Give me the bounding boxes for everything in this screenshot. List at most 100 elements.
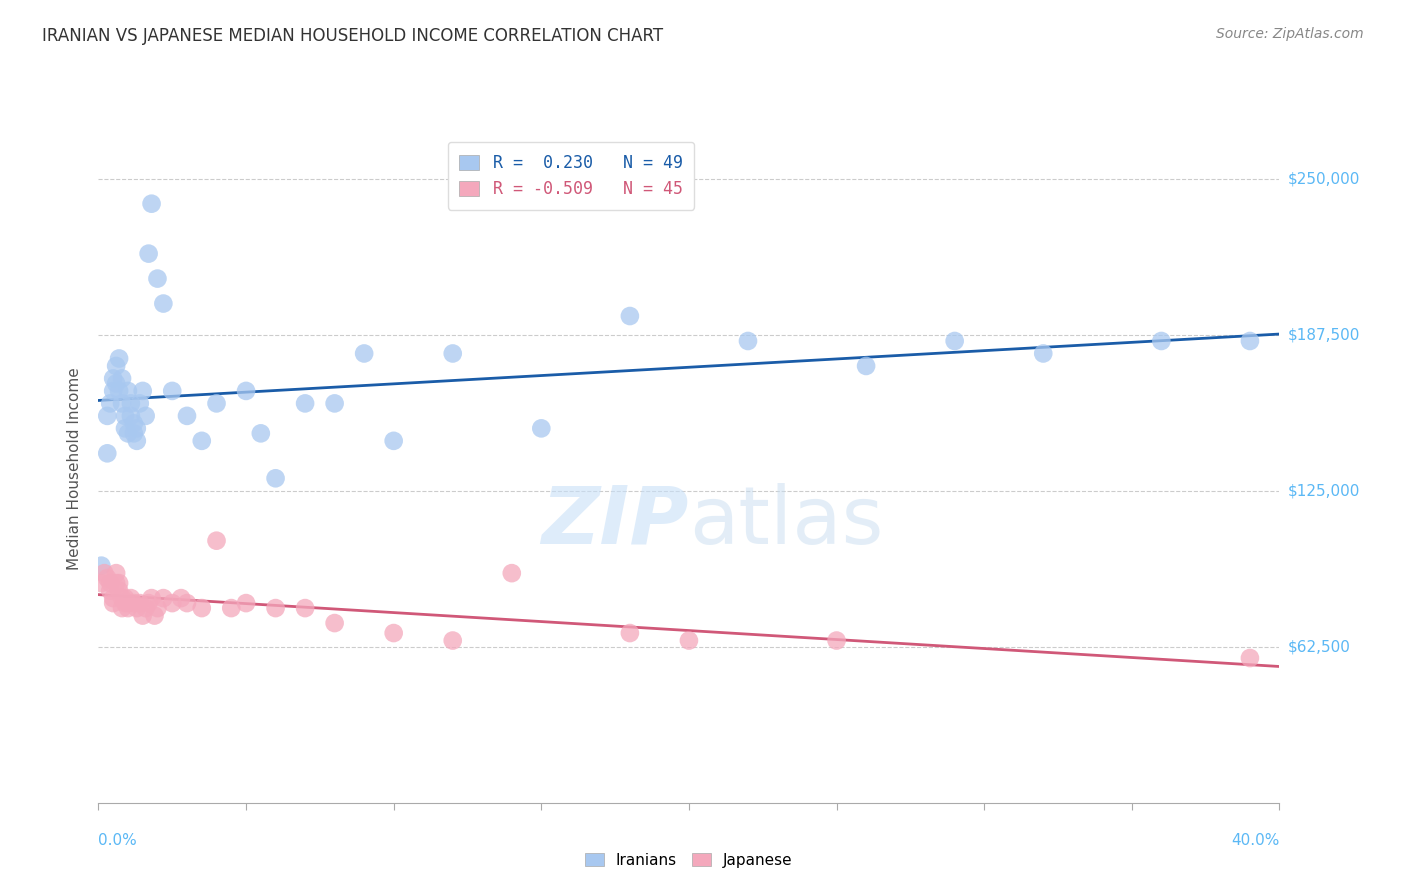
Point — [111, 371, 134, 385]
Point — [120, 396, 142, 410]
Point — [162, 596, 183, 610]
Point — [111, 591, 134, 606]
Point — [111, 396, 134, 410]
Point — [105, 376, 128, 391]
Point — [141, 196, 163, 211]
Point — [111, 601, 134, 615]
Point — [141, 591, 163, 606]
Point — [98, 396, 121, 410]
Point — [103, 384, 125, 398]
Point — [323, 616, 346, 631]
Point — [93, 566, 115, 581]
Y-axis label: Median Household Income: Median Household Income — [67, 367, 83, 570]
Text: IRANIAN VS JAPANESE MEDIAN HOUSEHOLD INCOME CORRELATION CHART: IRANIAN VS JAPANESE MEDIAN HOUSEHOLD INC… — [42, 27, 664, 45]
Point — [176, 409, 198, 423]
Point — [264, 471, 287, 485]
Point — [382, 434, 405, 448]
Point — [122, 596, 145, 610]
Point — [138, 246, 160, 260]
Point — [108, 351, 131, 366]
Text: $187,500: $187,500 — [1288, 327, 1360, 343]
Text: 0.0%: 0.0% — [98, 833, 138, 848]
Point — [219, 601, 242, 615]
Point — [143, 608, 166, 623]
Point — [441, 346, 464, 360]
Point — [122, 417, 145, 431]
Point — [105, 566, 128, 581]
Point — [323, 396, 346, 410]
Point — [1239, 334, 1261, 348]
Point — [103, 596, 125, 610]
Point — [128, 396, 150, 410]
Point — [501, 566, 523, 581]
Point — [264, 601, 287, 615]
Point — [90, 576, 112, 591]
Point — [170, 591, 193, 606]
Text: 40.0%: 40.0% — [1232, 833, 1279, 848]
Point — [294, 601, 316, 615]
Point — [205, 396, 228, 410]
Point — [146, 601, 169, 615]
Point — [191, 601, 214, 615]
Point — [619, 309, 641, 323]
Point — [103, 371, 125, 385]
Point — [138, 596, 160, 610]
Point — [205, 533, 228, 548]
Point — [191, 434, 214, 448]
Point — [122, 426, 145, 441]
Text: ZIP: ZIP — [541, 483, 689, 561]
Point — [117, 384, 139, 398]
Point — [125, 601, 148, 615]
Text: $125,000: $125,000 — [1288, 483, 1360, 499]
Point — [152, 591, 174, 606]
Point — [98, 576, 121, 591]
Point — [162, 384, 183, 398]
Point — [1032, 346, 1054, 360]
Point — [135, 601, 157, 615]
Point — [855, 359, 877, 373]
Point — [441, 633, 464, 648]
Point — [125, 421, 148, 435]
Text: $250,000: $250,000 — [1288, 171, 1360, 186]
Text: Source: ZipAtlas.com: Source: ZipAtlas.com — [1216, 27, 1364, 41]
Point — [943, 334, 966, 348]
Point — [117, 426, 139, 441]
Point — [108, 576, 131, 591]
Point — [117, 596, 139, 610]
Legend: Iranians, Japanese: Iranians, Japanese — [578, 845, 800, 875]
Point — [135, 409, 157, 423]
Point — [294, 396, 316, 410]
Point — [120, 409, 142, 423]
Point — [114, 409, 136, 423]
Point — [530, 421, 553, 435]
Point — [114, 421, 136, 435]
Point — [114, 596, 136, 610]
Point — [96, 571, 118, 585]
Point — [96, 409, 118, 423]
Point — [96, 446, 118, 460]
Point — [678, 633, 700, 648]
Point — [825, 633, 848, 648]
Point — [108, 384, 131, 398]
Point — [250, 426, 273, 441]
Text: atlas: atlas — [689, 483, 883, 561]
Point — [619, 626, 641, 640]
Point — [1150, 334, 1173, 348]
Point — [235, 596, 257, 610]
Text: $62,500: $62,500 — [1288, 640, 1351, 655]
Point — [382, 626, 405, 640]
Point — [90, 558, 112, 573]
Point — [176, 596, 198, 610]
Point — [235, 384, 257, 398]
Point — [114, 591, 136, 606]
Point — [152, 296, 174, 310]
Point — [125, 434, 148, 448]
Point — [98, 583, 121, 598]
Point — [103, 591, 125, 606]
Point — [132, 384, 155, 398]
Point — [146, 271, 169, 285]
Point — [105, 359, 128, 373]
Point — [128, 596, 150, 610]
Point — [105, 576, 128, 591]
Point — [737, 334, 759, 348]
